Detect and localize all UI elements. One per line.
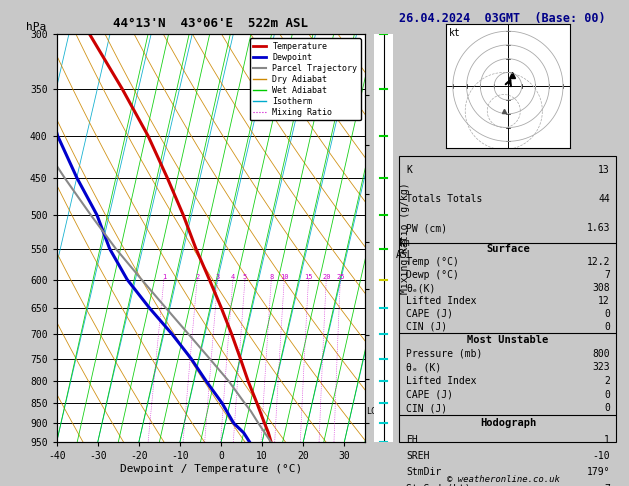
Text: K: K <box>406 165 412 175</box>
Text: CIN (J): CIN (J) <box>406 322 447 332</box>
Text: 308: 308 <box>593 283 610 293</box>
Text: Lifted Index: Lifted Index <box>406 296 476 306</box>
Text: © weatheronline.co.uk: © weatheronline.co.uk <box>447 474 560 484</box>
Text: 3: 3 <box>216 274 220 279</box>
Text: 7: 7 <box>604 270 610 280</box>
Legend: Temperature, Dewpoint, Parcel Trajectory, Dry Adiabat, Wet Adiabat, Isotherm, Mi: Temperature, Dewpoint, Parcel Trajectory… <box>250 38 360 121</box>
Text: Most Unstable: Most Unstable <box>467 335 548 345</box>
Text: 1: 1 <box>162 274 166 279</box>
Text: 7: 7 <box>604 484 610 486</box>
Text: Temp (°C): Temp (°C) <box>406 257 459 267</box>
Text: 0: 0 <box>604 403 610 413</box>
Text: 12: 12 <box>598 296 610 306</box>
Text: StmSpd (kt): StmSpd (kt) <box>406 484 470 486</box>
Text: 15: 15 <box>304 274 313 279</box>
Text: 2: 2 <box>604 376 610 386</box>
Text: CAPE (J): CAPE (J) <box>406 309 453 319</box>
Text: -10: -10 <box>593 451 610 461</box>
Text: 44: 44 <box>598 194 610 204</box>
Text: 323: 323 <box>593 363 610 372</box>
Text: 0: 0 <box>604 309 610 319</box>
Text: 1.63: 1.63 <box>586 224 610 233</box>
Text: CIN (J): CIN (J) <box>406 403 447 413</box>
Text: 4: 4 <box>231 274 235 279</box>
Text: EH: EH <box>406 434 418 445</box>
Title: 44°13'N  43°06'E  522m ASL: 44°13'N 43°06'E 522m ASL <box>113 17 308 30</box>
Text: PW (cm): PW (cm) <box>406 224 447 233</box>
Text: CAPE (J): CAPE (J) <box>406 390 453 399</box>
Text: θₑ (K): θₑ (K) <box>406 363 441 372</box>
Text: LCL: LCL <box>366 407 381 416</box>
Text: hPa: hPa <box>26 22 46 32</box>
Text: 5: 5 <box>243 274 247 279</box>
Text: Dewp (°C): Dewp (°C) <box>406 270 459 280</box>
Text: 10: 10 <box>280 274 289 279</box>
Text: 8: 8 <box>269 274 274 279</box>
Text: θₑ(K): θₑ(K) <box>406 283 435 293</box>
Text: 20: 20 <box>322 274 330 279</box>
Text: Mixing Ratio (g/kg): Mixing Ratio (g/kg) <box>400 182 410 294</box>
Text: 25: 25 <box>336 274 345 279</box>
Text: Totals Totals: Totals Totals <box>406 194 482 204</box>
Text: kt: kt <box>448 29 460 38</box>
Text: StmDir: StmDir <box>406 467 441 477</box>
Text: 13: 13 <box>598 165 610 175</box>
Text: 26.04.2024  03GMT  (Base: 00): 26.04.2024 03GMT (Base: 00) <box>399 12 606 25</box>
Text: 179°: 179° <box>586 467 610 477</box>
Text: Surface: Surface <box>486 244 530 255</box>
X-axis label: Dewpoint / Temperature (°C): Dewpoint / Temperature (°C) <box>120 464 302 474</box>
Text: SREH: SREH <box>406 451 430 461</box>
Text: Hodograph: Hodograph <box>480 418 536 428</box>
Text: 0: 0 <box>604 322 610 332</box>
Y-axis label: km
ASL: km ASL <box>396 238 413 260</box>
Text: 2: 2 <box>195 274 199 279</box>
Text: Pressure (mb): Pressure (mb) <box>406 349 482 359</box>
Text: 1: 1 <box>604 434 610 445</box>
Text: Lifted Index: Lifted Index <box>406 376 476 386</box>
Text: 800: 800 <box>593 349 610 359</box>
Text: 12.2: 12.2 <box>586 257 610 267</box>
Text: 0: 0 <box>604 390 610 399</box>
